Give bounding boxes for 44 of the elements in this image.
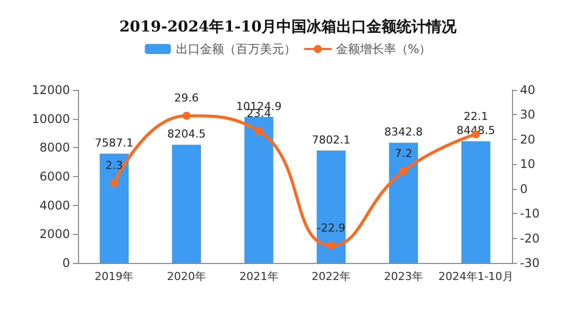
y2-tick-label: -10 [520,206,540,221]
data-label: 22.1 [464,110,488,124]
bar [389,142,418,263]
bar [316,150,346,263]
data-label: 7587.1 [94,136,134,150]
y2-tick-label: 10 [520,157,536,172]
y-tick-label: 10000 [32,112,70,126]
y-tick-label: 2000 [39,227,70,242]
data-label: 7802.1 [312,134,350,147]
point [110,179,118,188]
y-tick-label: 0 [62,256,70,270]
data-label: 8204.5 [167,128,206,141]
bar [172,144,201,263]
y-tick-label: 6000 [39,170,70,184]
x-tick-label: 2024年1-10月 [438,270,514,283]
y2-tick-label: -20 [520,231,540,246]
x-tick-label: 2019年 [94,270,134,283]
point [182,112,190,120]
data-label: -22.9 [316,221,346,234]
data-label: 8342.8 [384,126,423,139]
x-tick-label: 2020年 [167,270,206,283]
point [254,127,263,136]
y-tick-label: 8000 [39,140,70,155]
y2-tick-label: 0 [520,182,528,196]
bar [244,117,274,263]
chart-title: 2019-2024年1-10月中国冰箱出口金额统计情况 [119,18,458,36]
x-tick-label: 2022年 [312,270,351,283]
y-tick-label: 4000 [39,198,70,212]
y2-tick-label: 30 [520,108,536,122]
point [327,241,336,250]
bar [100,154,129,263]
legend-label: 出口金额（百万美元） [176,42,296,56]
x-tick-label: 2021年 [239,270,278,283]
data-label: 2.3 [105,159,123,172]
x-tick-label: 2023年 [384,270,423,283]
data-label: 29.6 [174,92,199,105]
point [400,167,408,176]
bar [461,141,490,263]
y2-tick-label: -30 [520,256,540,270]
legend-label: 金额增长率（%） [336,42,432,56]
data-label: 7.2 [394,147,412,160]
y2-tick-label: 40 [520,83,536,97]
y2-tick-label: 20 [520,132,536,146]
y-tick-label: 12000 [32,83,70,97]
